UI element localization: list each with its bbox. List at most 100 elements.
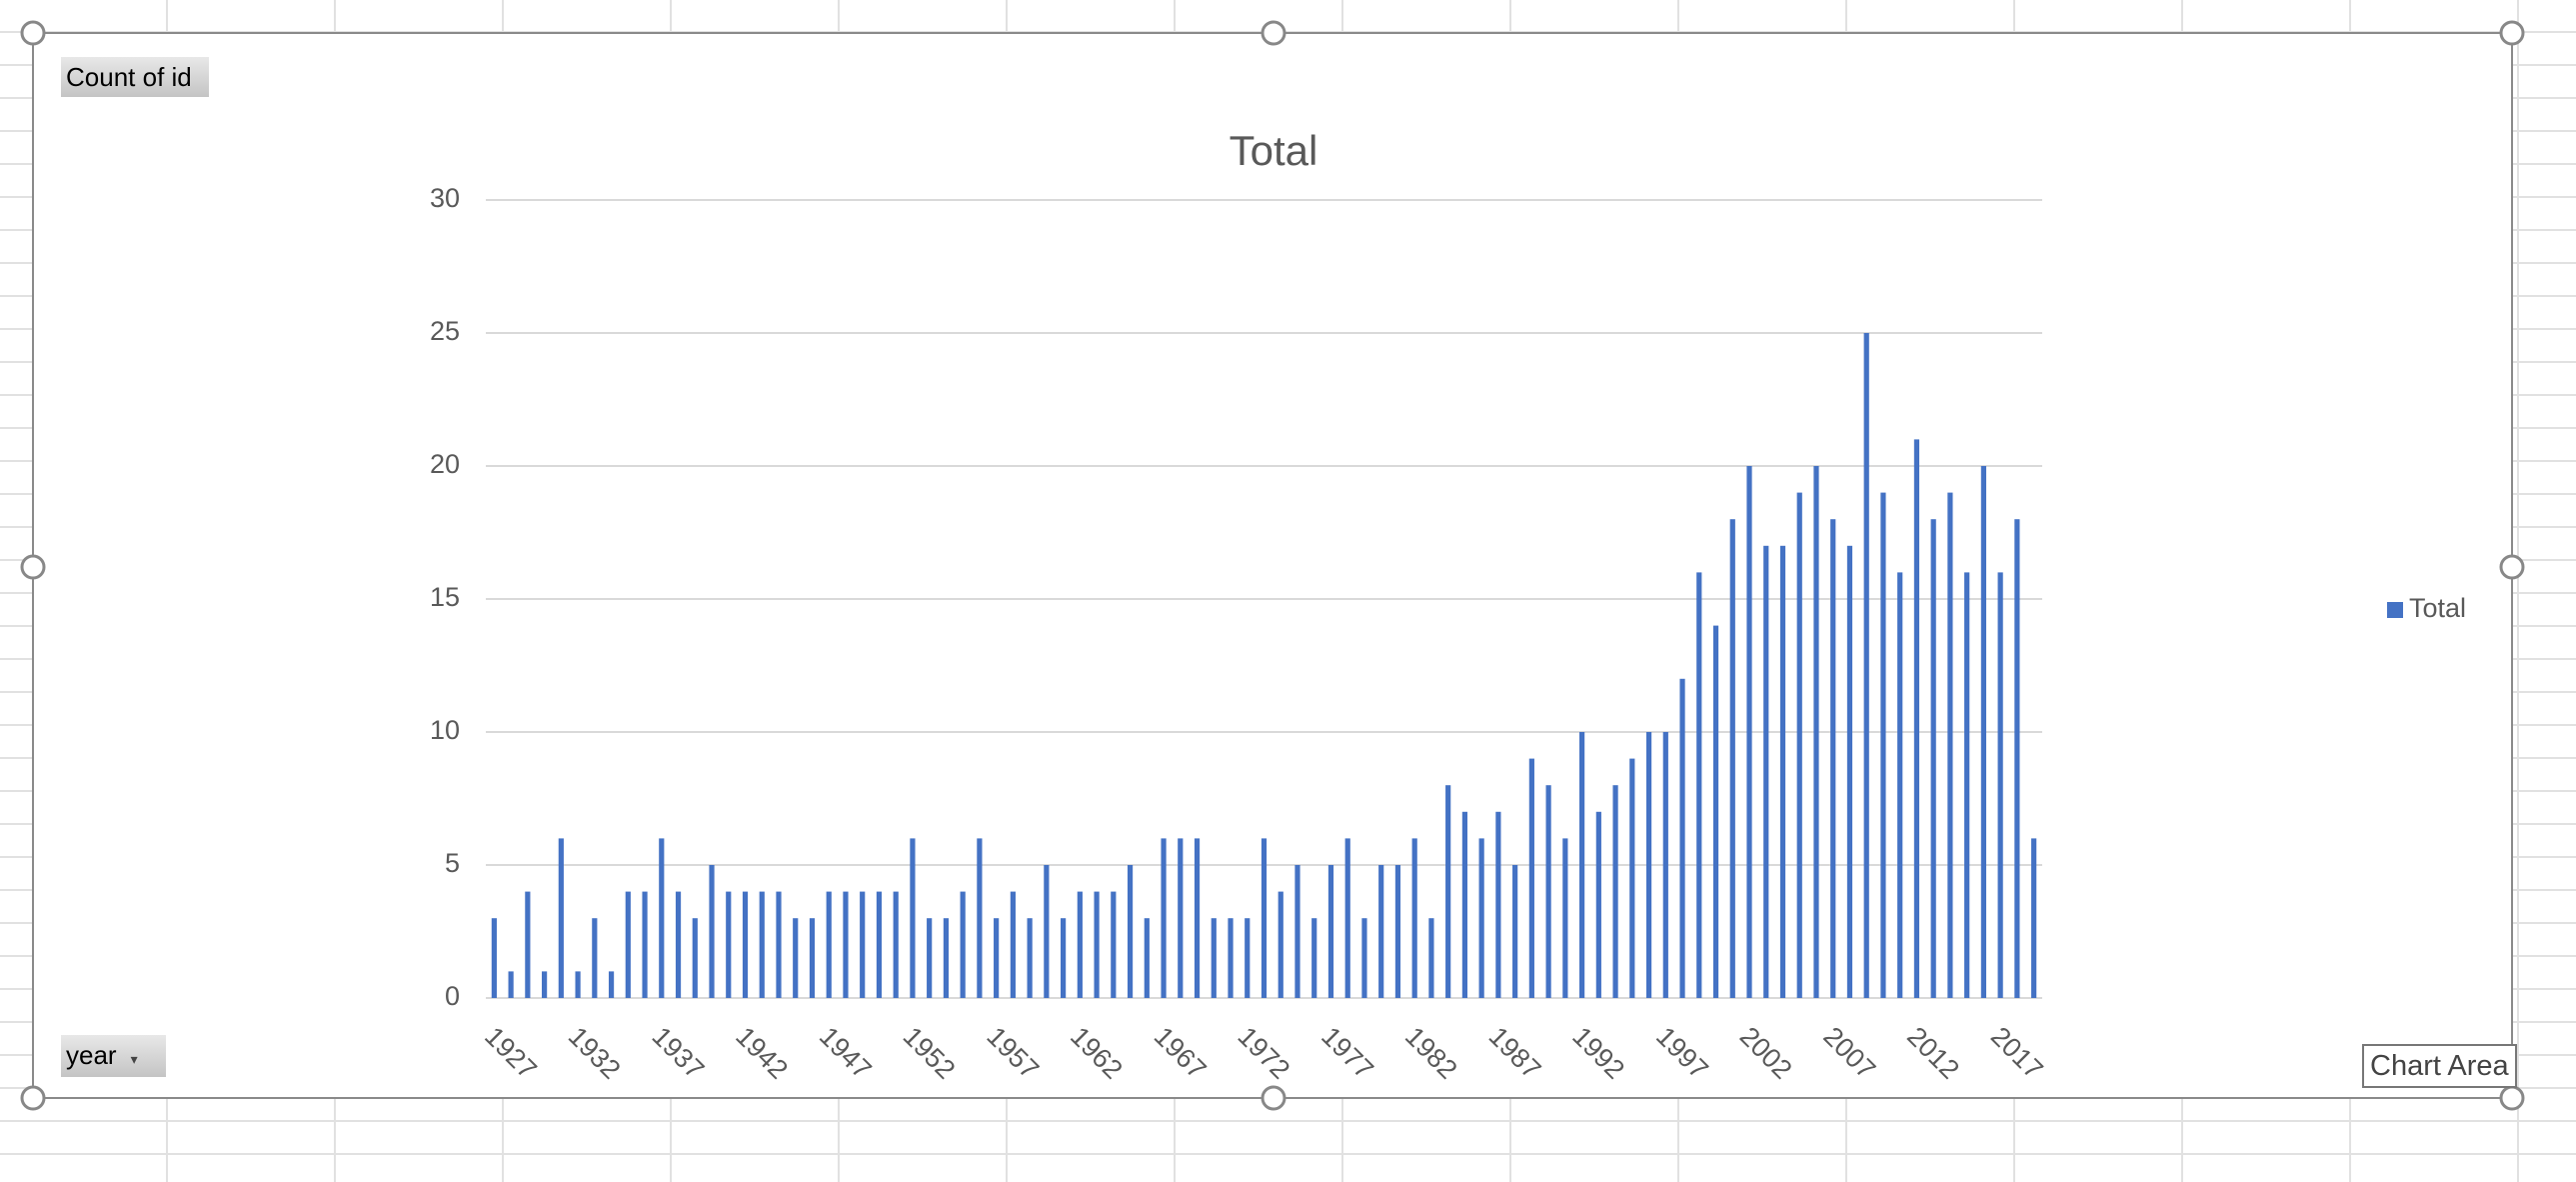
resize-handle <box>20 1085 46 1111</box>
bar <box>1161 838 1167 998</box>
bar <box>1077 891 1083 998</box>
y-tick-label: 20 <box>430 449 460 479</box>
bar <box>1830 519 1836 998</box>
bar <box>843 891 849 998</box>
value-field-button[interactable]: Count of id <box>61 57 209 97</box>
y-tick-label: 10 <box>430 715 460 745</box>
axis-field-label: year <box>66 1040 117 1070</box>
bar <box>1378 865 1384 998</box>
bar <box>1327 865 1334 998</box>
bar <box>1411 838 1417 998</box>
bar <box>776 891 782 998</box>
legend-swatch <box>2387 602 2403 618</box>
bar <box>726 891 732 998</box>
bar <box>977 838 983 998</box>
bar <box>1528 758 1534 998</box>
resize-handle <box>20 554 46 580</box>
y-tick-label: 30 <box>430 183 460 213</box>
bar <box>1947 492 1953 998</box>
tooltip: Chart Area <box>2362 1044 2517 1088</box>
bar <box>860 891 866 998</box>
bar <box>1679 678 1685 998</box>
bar <box>1545 785 1551 998</box>
dropdown-arrow[interactable]: ▾ <box>130 1051 138 1067</box>
bar <box>927 918 933 998</box>
bar <box>876 891 883 998</box>
bar <box>1779 545 1786 998</box>
bar <box>1178 838 1184 998</box>
bar <box>1010 891 1016 998</box>
bar <box>759 891 765 998</box>
bar <box>1228 918 1234 998</box>
bar <box>1562 838 1568 998</box>
bar <box>1111 891 1117 998</box>
y-tick-label: 25 <box>430 316 460 346</box>
bar <box>1127 865 1134 998</box>
chart-title: Total <box>1230 127 1318 174</box>
bar <box>1278 891 1284 998</box>
bar <box>1612 785 1618 998</box>
bar <box>491 918 497 998</box>
bar <box>1880 492 1886 998</box>
bar <box>826 891 832 998</box>
bar <box>1394 865 1401 998</box>
bar <box>625 891 631 998</box>
bar <box>1211 918 1217 998</box>
bar <box>1060 918 1067 998</box>
legend-label: Total <box>2409 593 2466 623</box>
bar <box>1696 572 1702 998</box>
bar <box>1311 918 1317 998</box>
resize-handle <box>1261 1085 1287 1111</box>
bar <box>525 891 531 998</box>
bar <box>1194 838 1201 998</box>
bar <box>943 918 950 998</box>
bar <box>558 838 564 998</box>
bar <box>1712 625 1719 998</box>
bar <box>1897 572 1903 998</box>
resize-handle <box>2499 1085 2525 1111</box>
bar <box>508 971 514 998</box>
bar <box>1495 811 1501 998</box>
bar <box>709 865 715 998</box>
bar <box>541 971 548 998</box>
bar <box>1361 918 1367 998</box>
axis-field-button[interactable]: year ▾ <box>61 1035 166 1077</box>
bar <box>2014 519 2020 998</box>
bar <box>2031 838 2037 998</box>
bar <box>1813 466 1819 998</box>
bar <box>1796 492 1802 998</box>
bar <box>608 971 615 998</box>
bar <box>1964 572 1970 998</box>
bar <box>742 891 749 998</box>
y-tick-label: 5 <box>445 848 460 878</box>
bar <box>675 891 682 998</box>
bar <box>960 891 966 998</box>
bar <box>692 918 698 998</box>
bar <box>1729 519 1735 998</box>
bar <box>1478 838 1484 998</box>
bar <box>1746 466 1752 998</box>
bar <box>809 918 816 998</box>
bar <box>1645 732 1652 998</box>
bar <box>1930 519 1936 998</box>
resize-handle <box>2499 554 2525 580</box>
resize-handle <box>2499 20 2525 46</box>
chart-area <box>32 32 2513 1099</box>
bar <box>575 971 581 998</box>
bar <box>1578 732 1585 998</box>
bar <box>1980 466 1987 998</box>
bar <box>1094 891 1100 998</box>
bar <box>1629 758 1635 998</box>
bar <box>642 891 648 998</box>
bar <box>1846 545 1853 998</box>
bar <box>1294 865 1300 998</box>
bar <box>1863 333 1869 998</box>
bar <box>1144 918 1150 998</box>
bar <box>994 918 1000 998</box>
bar <box>592 918 598 998</box>
resize-handle <box>20 20 46 46</box>
bar <box>1913 439 1920 998</box>
bar <box>1027 918 1033 998</box>
bar <box>1428 918 1434 998</box>
